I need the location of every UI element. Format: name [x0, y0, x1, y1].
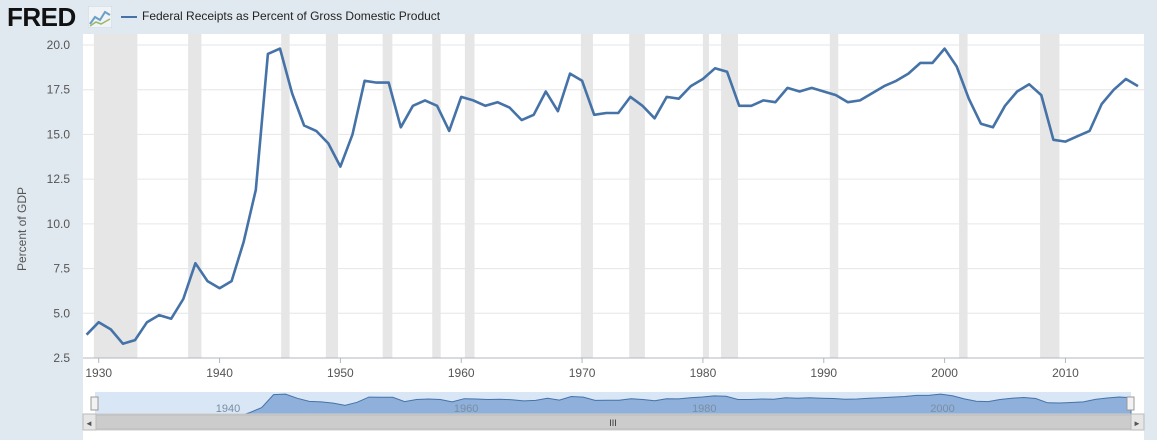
recession-band [93, 34, 138, 358]
y-tick-label: 7.5 [53, 262, 70, 276]
recession-band [629, 34, 645, 358]
legend-series-label[interactable]: Federal Receipts as Percent of Gross Dom… [142, 9, 441, 23]
recession-band [325, 34, 338, 358]
y-tick-label: 20.0 [47, 38, 71, 52]
chart-header: FRED Federal Receipts as Percent of Gros… [0, 0, 1157, 34]
y-tick-label: 12.5 [47, 172, 71, 186]
x-tick-label: 1950 [327, 366, 354, 380]
navigator-tick-label: 1960 [454, 403, 478, 415]
main-chart[interactable]: 2.55.07.510.012.515.017.520.0 1930 1940 19… [0, 34, 1157, 440]
y-tick-label: 2.5 [53, 351, 70, 365]
recession-band [382, 34, 393, 358]
navigator-tick-label: 2000 [930, 403, 954, 415]
scrollbar-left-arrow-icon: ◄ [85, 419, 93, 428]
navigator-handle-left[interactable] [90, 396, 99, 411]
y-tick-label: 10.0 [47, 217, 71, 231]
y-axis-label: Percent of GDP [15, 187, 29, 271]
y-tick-label: 15.0 [47, 127, 71, 141]
recession-band [721, 34, 738, 358]
x-tick-label: 1990 [810, 366, 837, 380]
recession-band [464, 34, 475, 358]
recession-band [432, 34, 441, 358]
x-tick-label: 1930 [85, 366, 112, 380]
recession-band [580, 34, 593, 358]
x-tick-label: 1940 [206, 366, 233, 380]
recession-band [281, 34, 290, 358]
scrollbar-right-button[interactable] [1130, 413, 1145, 431]
x-tick-label: 2010 [1052, 366, 1079, 380]
x-tick-label: 1980 [690, 366, 717, 380]
y-tick-label: 17.5 [47, 83, 71, 97]
recession-band [1040, 34, 1060, 358]
scrollbar-grip-icon: III [609, 418, 617, 428]
navigator-tick-label: 1940 [216, 403, 240, 415]
recession-band [188, 34, 202, 358]
recession-band [702, 34, 709, 358]
y-tick-label: 5.0 [53, 306, 70, 320]
fred-logo[interactable]: FRED [7, 2, 76, 32]
x-axis-ticks: 1930 1940 1950 1960 1970 1980 1990 2000 2010 [85, 358, 1079, 380]
plot-background [83, 34, 1144, 440]
series-layer [85, 47, 1139, 346]
navigator-ticks: 1940 1960 1980 2000 [216, 403, 955, 415]
navigator-handle-right[interactable] [1126, 396, 1135, 411]
recession-shading [93, 34, 1060, 358]
legend-line-swatch [121, 16, 137, 18]
gridlines [83, 44, 1144, 359]
recession-band [829, 34, 839, 358]
x-tick-label: 1970 [569, 366, 596, 380]
x-tick-label: 1960 [448, 366, 475, 380]
recession-band [959, 34, 968, 358]
series-line [85, 47, 1139, 346]
scrollbar-right-arrow-icon: ► [1133, 419, 1141, 428]
navigator-tick-label: 1980 [692, 403, 716, 415]
scrollbar[interactable]: ◄ III ► [82, 413, 1145, 431]
y-axis-ticks: 2.5 5.0 7.5 10.0 12.5 15.0 17.5 20.0 [47, 38, 71, 365]
x-tick-label: 2000 [931, 366, 958, 380]
line-chart-icon [88, 6, 112, 28]
